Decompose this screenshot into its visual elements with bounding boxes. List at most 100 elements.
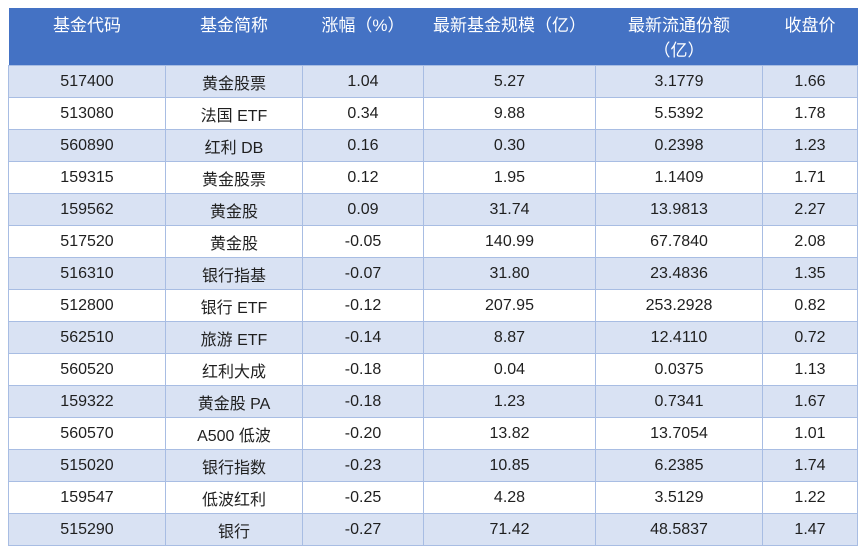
cell-code: 515020 <box>8 449 166 482</box>
cell-code: 159547 <box>8 481 166 514</box>
cell-name: 旅游 ETF <box>165 321 303 354</box>
cell-scale: 0.30 <box>423 129 596 162</box>
table-row: 560890 红利 DB 0.16 0.30 0.2398 1.23 <box>8 129 858 162</box>
cell-shares: 0.0375 <box>595 353 763 386</box>
cell-scale: 13.82 <box>423 417 596 450</box>
cell-change: 0.34 <box>302 97 424 130</box>
cell-change: -0.12 <box>302 289 424 322</box>
cell-scale: 31.74 <box>423 193 596 226</box>
cell-name: 红利 DB <box>165 129 303 162</box>
cell-close: 1.22 <box>762 481 858 514</box>
cell-code: 560570 <box>8 417 166 450</box>
cell-shares: 0.2398 <box>595 129 763 162</box>
header-cell-scale: 最新基金规模（亿） <box>423 8 596 66</box>
header-row: 基金代码 基金简称 涨幅（%） 最新基金规模（亿） 最新流通份额 （亿） 收盘价 <box>8 8 858 66</box>
cell-shares: 23.4836 <box>595 257 763 290</box>
cell-change: -0.18 <box>302 353 424 386</box>
cell-change: 0.16 <box>302 129 424 162</box>
cell-close: 1.23 <box>762 129 858 162</box>
header-cell-name: 基金简称 <box>165 8 303 66</box>
cell-scale: 9.88 <box>423 97 596 130</box>
cell-shares: 6.2385 <box>595 449 763 482</box>
cell-code: 513080 <box>8 97 166 130</box>
cell-name: 黄金股票 <box>165 65 303 98</box>
cell-close: 1.78 <box>762 97 858 130</box>
table-row: 562510 旅游 ETF -0.14 8.87 12.4110 0.72 <box>8 321 858 354</box>
cell-code: 516310 <box>8 257 166 290</box>
cell-scale: 207.95 <box>423 289 596 322</box>
cell-name: 银行 <box>165 513 303 546</box>
table-row: 517520 黄金股 -0.05 140.99 67.7840 2.08 <box>8 225 858 258</box>
cell-name: 黄金股 <box>165 225 303 258</box>
cell-scale: 31.80 <box>423 257 596 290</box>
cell-shares: 3.1779 <box>595 65 763 98</box>
cell-name: 法国 ETF <box>165 97 303 130</box>
table-row: 560570 A500 低波 -0.20 13.82 13.7054 1.01 <box>8 417 858 450</box>
cell-code: 517520 <box>8 225 166 258</box>
cell-scale: 1.23 <box>423 385 596 418</box>
cell-scale: 5.27 <box>423 65 596 98</box>
cell-name: 低波红利 <box>165 481 303 514</box>
cell-change: 0.12 <box>302 161 424 194</box>
cell-close: 1.71 <box>762 161 858 194</box>
cell-code: 562510 <box>8 321 166 354</box>
header-cell-code: 基金代码 <box>8 8 166 66</box>
table-row: 515290 银行 -0.27 71.42 48.5837 1.47 <box>8 513 858 546</box>
cell-shares: 253.2928 <box>595 289 763 322</box>
cell-name: 银行 ETF <box>165 289 303 322</box>
cell-scale: 8.87 <box>423 321 596 354</box>
header-cell-shares: 最新流通份额 （亿） <box>595 8 763 66</box>
cell-shares: 13.9813 <box>595 193 763 226</box>
cell-close: 1.66 <box>762 65 858 98</box>
cell-code: 512800 <box>8 289 166 322</box>
cell-change: -0.05 <box>302 225 424 258</box>
cell-name: 红利大成 <box>165 353 303 386</box>
cell-change: -0.23 <box>302 449 424 482</box>
cell-scale: 71.42 <box>423 513 596 546</box>
cell-shares: 0.7341 <box>595 385 763 418</box>
cell-scale: 4.28 <box>423 481 596 514</box>
cell-change: -0.25 <box>302 481 424 514</box>
header-cell-close: 收盘价 <box>762 8 858 66</box>
cell-close: 1.67 <box>762 385 858 418</box>
cell-close: 1.35 <box>762 257 858 290</box>
cell-code: 517400 <box>8 65 166 98</box>
cell-close: 2.27 <box>762 193 858 226</box>
cell-name: 银行指数 <box>165 449 303 482</box>
header-cell-change: 涨幅（%） <box>302 8 424 66</box>
cell-code: 560890 <box>8 129 166 162</box>
cell-close: 1.01 <box>762 417 858 450</box>
cell-name: A500 低波 <box>165 417 303 450</box>
cell-scale: 1.95 <box>423 161 596 194</box>
cell-close: 1.74 <box>762 449 858 482</box>
table-row: 159547 低波红利 -0.25 4.28 3.5129 1.22 <box>8 481 858 514</box>
cell-close: 1.47 <box>762 513 858 546</box>
cell-shares: 13.7054 <box>595 417 763 450</box>
cell-change: -0.18 <box>302 385 424 418</box>
table-row: 515020 银行指数 -0.23 10.85 6.2385 1.74 <box>8 449 858 482</box>
cell-change: 1.04 <box>302 65 424 98</box>
fund-table: 基金代码 基金简称 涨幅（%） 最新基金规模（亿） 最新流通份额 （亿） 收盘价 51740… <box>8 8 858 546</box>
fund-table-header: 基金代码 基金简称 涨幅（%） 最新基金规模（亿） 最新流通份额 （亿） 收盘价 <box>8 8 858 66</box>
cell-code: 159322 <box>8 385 166 418</box>
cell-code: 159562 <box>8 193 166 226</box>
table-row: 513080 法国 ETF 0.34 9.88 5.5392 1.78 <box>8 97 858 130</box>
cell-shares: 5.5392 <box>595 97 763 130</box>
cell-code: 515290 <box>8 513 166 546</box>
cell-shares: 3.5129 <box>595 481 763 514</box>
cell-name: 黄金股 <box>165 193 303 226</box>
cell-close: 0.82 <box>762 289 858 322</box>
cell-shares: 48.5837 <box>595 513 763 546</box>
table-row: 159322 黄金股 PA -0.18 1.23 0.7341 1.67 <box>8 385 858 418</box>
cell-shares: 1.1409 <box>595 161 763 194</box>
table-row: 560520 红利大成 -0.18 0.04 0.0375 1.13 <box>8 353 858 386</box>
cell-close: 0.72 <box>762 321 858 354</box>
cell-close: 1.13 <box>762 353 858 386</box>
cell-change: -0.27 <box>302 513 424 546</box>
table-row: 159562 黄金股 0.09 31.74 13.9813 2.27 <box>8 193 858 226</box>
cell-code: 560520 <box>8 353 166 386</box>
cell-scale: 140.99 <box>423 225 596 258</box>
cell-scale: 10.85 <box>423 449 596 482</box>
cell-change: -0.20 <box>302 417 424 450</box>
